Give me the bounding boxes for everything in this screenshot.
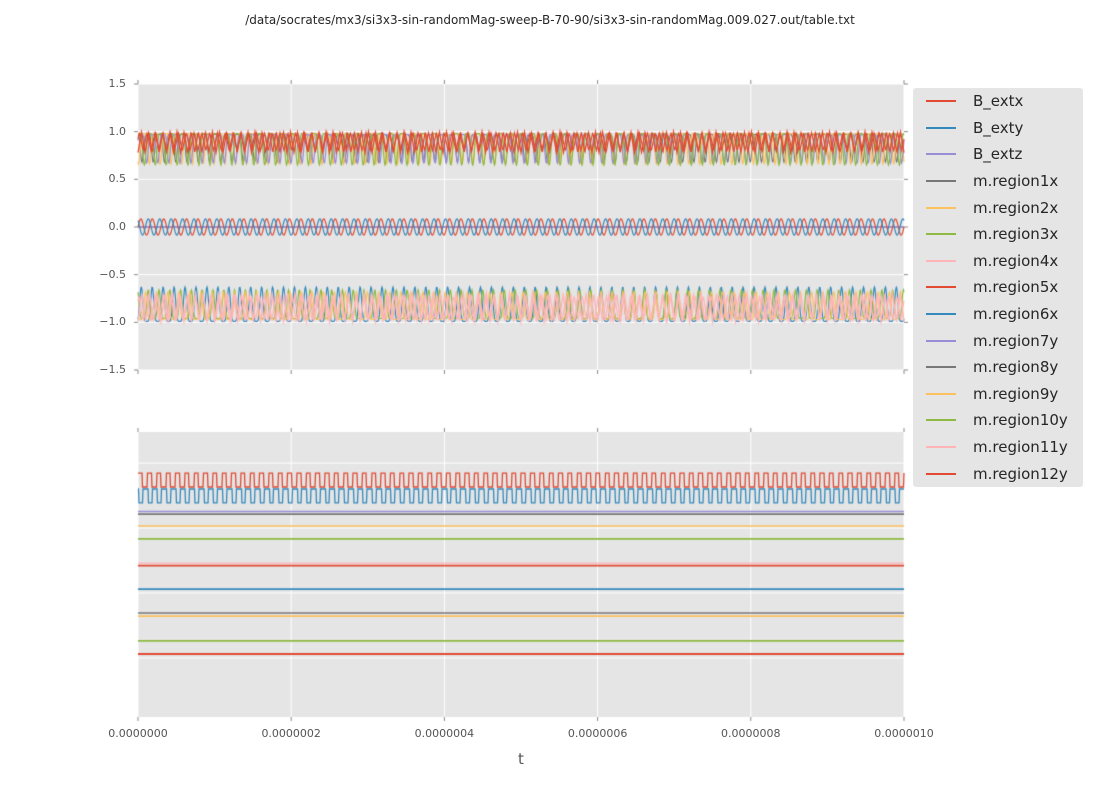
legend-row: m.region5x xyxy=(913,274,1083,301)
legend-line-sample xyxy=(926,206,956,209)
y-tick-label: 0.0 xyxy=(108,220,127,233)
legend-line-sample xyxy=(926,366,956,369)
y-tick-label: 1.5 xyxy=(108,77,127,90)
legend-label: m.region2x xyxy=(973,198,1059,217)
top-plot-canvas xyxy=(130,76,912,378)
legend-row: m.region3x xyxy=(913,221,1083,248)
legend-label: m.region9y xyxy=(973,384,1059,403)
legend-line-sample xyxy=(926,100,956,103)
legend-line-sample xyxy=(926,153,956,156)
legend-row: B_extz xyxy=(913,141,1083,168)
x-axis-label: t xyxy=(518,750,524,768)
y-tick-label: −1.0 xyxy=(99,315,126,329)
legend-row: m.region1x xyxy=(913,168,1083,195)
legend-row: m.region11y xyxy=(913,434,1083,461)
legend-line-sample xyxy=(926,126,956,129)
legend-row: m.region10y xyxy=(913,407,1083,434)
legend-row: m.region9y xyxy=(913,381,1083,408)
legend-row: m.region6x xyxy=(913,301,1083,328)
legend-row: m.region4x xyxy=(913,248,1083,275)
legend-line-sample xyxy=(926,180,956,183)
legend-label: m.region12y xyxy=(973,464,1068,483)
legend-label: m.region5x xyxy=(973,278,1059,297)
y-tick-label: −1.5 xyxy=(99,363,126,376)
figure-title: /data/socrates/mx3/si3x3-sin-randomMag-s… xyxy=(245,13,855,27)
legend-line-sample xyxy=(926,233,956,236)
legend-line-sample xyxy=(926,446,956,449)
y-tick-label: −0.5 xyxy=(99,267,126,281)
legend-label: m.region4x xyxy=(973,251,1059,270)
legend-line-sample xyxy=(926,259,956,262)
x-tick-label: 0.0000008 xyxy=(721,727,781,740)
legend-label: m.region8y xyxy=(973,358,1059,377)
legend-label: m.region3x xyxy=(973,225,1059,244)
legend-label: m.region10y xyxy=(973,411,1068,430)
bottom-plot-canvas xyxy=(130,424,912,725)
y-tick-label: 1.0 xyxy=(108,124,127,138)
legend-row: B_extx xyxy=(913,88,1083,115)
legend-label: B_extz xyxy=(973,145,1023,164)
legend-label: m.region11y xyxy=(973,438,1068,457)
legend-line-sample xyxy=(926,313,956,316)
legend-line-sample xyxy=(926,472,956,475)
x-tick-label: 0.0000002 xyxy=(261,727,321,740)
x-tick-label: 0.0000000 xyxy=(108,727,168,740)
legend-label: m.region6x xyxy=(973,305,1059,324)
legend-line-sample xyxy=(926,339,956,342)
x-tick-label: 0.0000006 xyxy=(567,727,628,740)
legend-label: m.region7y xyxy=(973,331,1059,350)
legend-line-sample xyxy=(926,286,956,289)
legend-line-sample xyxy=(926,392,956,395)
legend-row: m.region12y xyxy=(913,460,1083,487)
legend-row: m.region8y xyxy=(913,354,1083,381)
legend-row: B_exty xyxy=(913,115,1083,142)
legend-label: m.region1x xyxy=(973,172,1059,191)
legend-label: B_exty xyxy=(973,118,1024,137)
legend-row: m.region7y xyxy=(913,327,1083,354)
legend-line-sample xyxy=(926,419,956,422)
x-tick-label: 0.0000004 xyxy=(414,727,475,740)
legend-row: m.region2x xyxy=(913,194,1083,221)
y-tick-label: 0.5 xyxy=(108,172,127,186)
legend: B_extx B_exty B_extz m.region1x m.region… xyxy=(913,88,1083,487)
x-tick-label: 0.0000010 xyxy=(874,727,934,740)
legend-label: B_extx xyxy=(973,92,1024,111)
